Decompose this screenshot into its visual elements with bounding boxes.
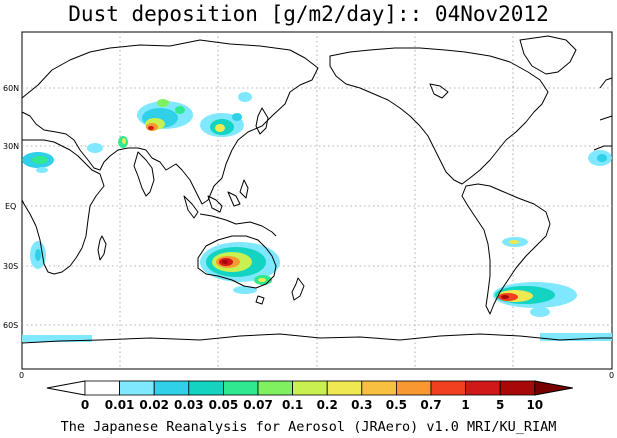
lat-label-60s: 60S [3,321,18,330]
colorbar-box [188,380,224,396]
colorbar-tick-label: 0.5 [386,398,407,412]
colorbar-labels: 0 0.01 0.02 0.03 0.05 0.07 0.1 0.2 0.3 0.5 0.7 1 5 10 [81,398,543,412]
lon-label-left: 0 [19,371,24,380]
lon-label-right: 0 [609,371,614,380]
colorbar-tick-label: 0.01 [105,398,135,412]
colorbar-box [119,380,155,396]
colorbar-tick-label: 1 [461,398,469,412]
colorbar-box [222,380,259,396]
lat-label-30s: 30S [3,262,18,271]
coastlines [21,35,613,344]
colorbar: 0 0.01 0.02 0.03 0.05 0.07 0.1 0.2 0.3 0.5 0.7 1 5 10 [46,380,573,412]
colorbar-box [153,380,190,396]
colorbar-tick-label: 0.3 [351,398,372,412]
colorbar-tick-label: 0.2 [317,398,338,412]
colorbar-box [430,380,466,396]
map: 60N 30N EQ 30S 60S 0 0 [3,31,614,380]
colorbar-box [361,380,397,396]
lat-label-30n: 30N [3,142,19,151]
colorbar-tick-label: 0.07 [243,398,273,412]
lat-label-eq: EQ [5,202,16,211]
lat-label-60n: 60N [3,84,19,93]
colorbar-box [292,380,328,396]
colorbar-box [499,380,536,396]
colorbar-tick-label: 0.02 [139,398,169,412]
colorbar-box [257,380,293,396]
colorbar-boxes [46,380,573,396]
colorbar-box [326,380,363,396]
colorbar-box [84,380,120,396]
colorbar-box [465,380,501,396]
colorbar-tick-label: 0.03 [174,398,204,412]
colorbar-tick-label: 5 [496,398,504,412]
colorbar-over-arrow [534,380,573,396]
graticule [22,32,612,369]
colorbar-under-arrow [46,380,86,396]
colorbar-tick-label: 0.1 [282,398,303,412]
colorbar-tick-label: 10 [526,398,543,412]
credit-line: The Japanese Reanalysis for Aerosol (JRA… [60,419,557,435]
colorbar-tick-label: 0 [81,398,89,412]
colorbar-tick-label: 0.05 [209,398,239,412]
dust-shading [22,92,612,342]
colorbar-tick-label: 0.7 [420,398,441,412]
page-title: Dust deposition [g/m2/day]:: 04Nov2012 [68,2,549,26]
colorbar-box [395,380,432,396]
